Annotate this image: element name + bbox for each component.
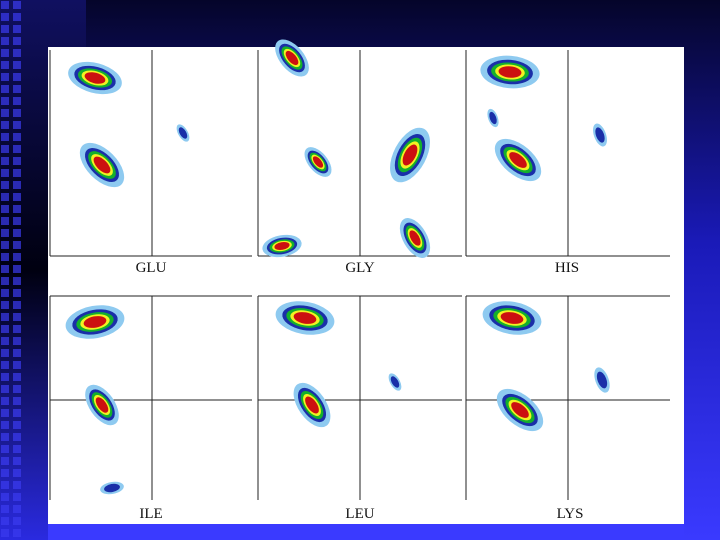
- panel-label: LYS: [557, 506, 584, 522]
- figure: [48, 47, 684, 524]
- plot-grid: [49, 50, 670, 500]
- panel-label: GLY: [345, 260, 374, 276]
- panel-label: HIS: [555, 260, 579, 276]
- side-pattern: [0, 0, 24, 540]
- bottom-edge: [48, 524, 684, 540]
- panel-label: LEU: [345, 506, 374, 522]
- panel-label: GLU: [136, 260, 167, 276]
- panel-label: ILE: [139, 506, 162, 522]
